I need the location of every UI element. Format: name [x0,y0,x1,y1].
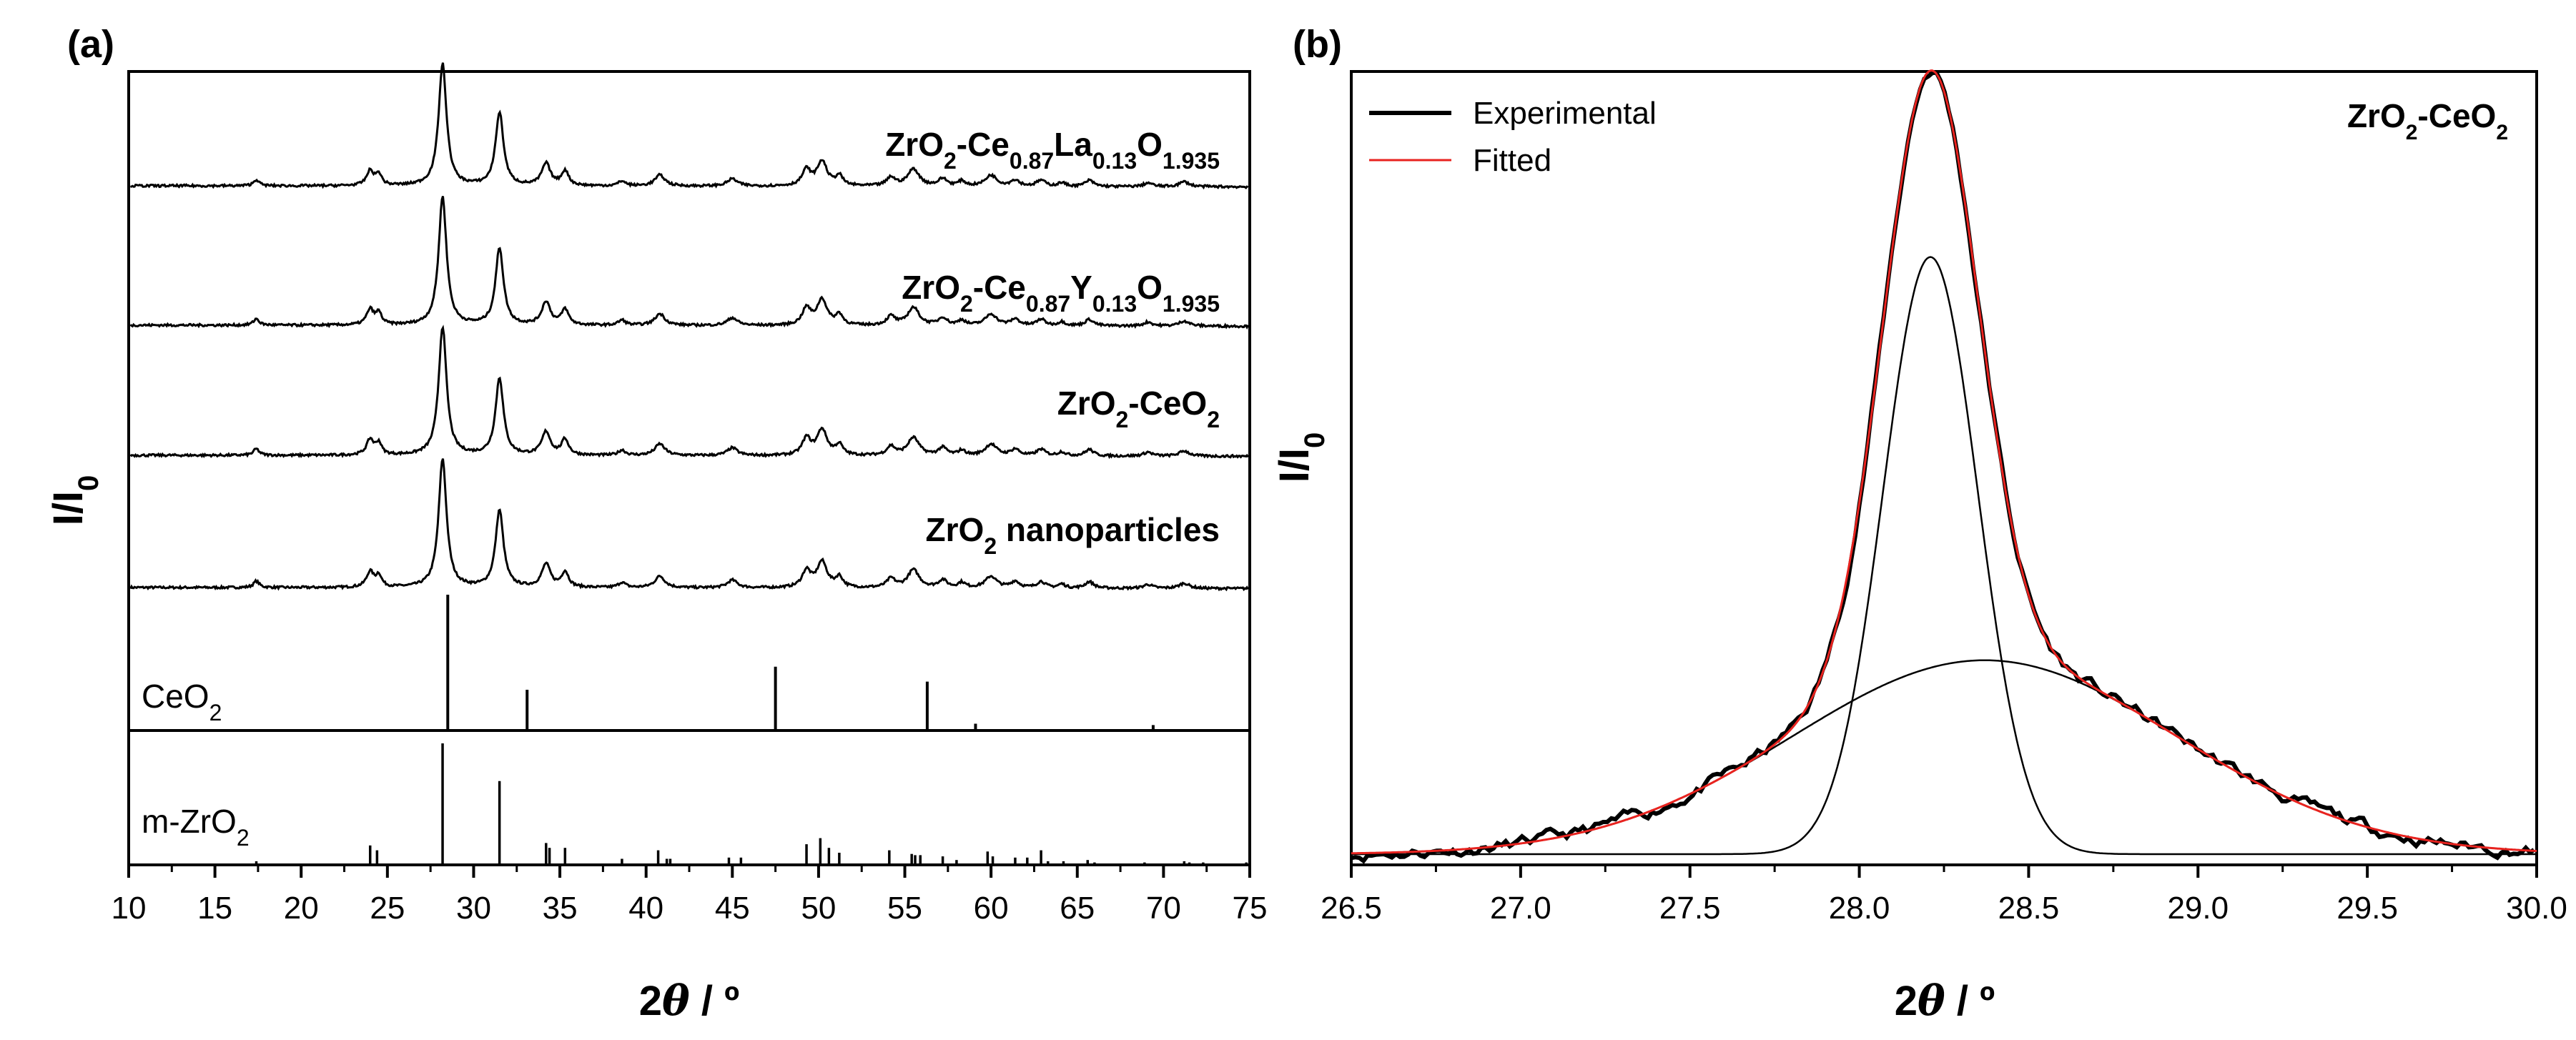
panel-a-x-tick-label: 60 [974,891,1009,926]
panel-a-x-tick-label: 70 [1146,891,1181,926]
panel-a-x-tick-label: 50 [801,891,836,926]
panel-a-label: (a) [67,23,114,66]
panel-b-x-tick-label: 26.5 [1321,891,1382,926]
panel-b-x-tick-label: 30.0 [2506,891,2567,926]
panel-a-x-tick-label: 25 [370,891,405,926]
panel-a-x-tick-label: 10 [112,891,147,926]
panel-b-y-axis-title: I/I0 [1271,432,1331,483]
panel-b-component-curve [1351,256,2537,856]
panel-a-x-tick-label: 75 [1233,891,1268,926]
panel-a-curve-labels: ZrO2 nanoparticles ZrO2-CeO2 ZrO2-Ce0.87Y0… [885,126,1220,559]
panel-b-x-axis-title: 2θ / º [1895,976,1995,1025]
panel-b-chart: 26.5 27.0 27.5 28.0 28.5 29.0 29.5 30.0 Experim… [1271,69,2567,1025]
panel-a-mzro2-reference-label: m-ZrO2 [142,803,250,851]
panel-b-sample-annotation: ZrO2-CeO2 [2347,97,2508,144]
panel-a-x-axis-title: 2θ / º [639,976,739,1025]
panel-a-x-tick-label: 55 [887,891,922,926]
panel-a-series-line [130,62,1249,190]
panel-a-series-label: ZrO2 nanoparticles [926,511,1220,559]
panel-a-series-label: ZrO2-Ce0.87La0.13O1.935 [885,126,1220,174]
panel-b-x-ticks: 26.5 27.0 27.5 28.0 28.5 29.0 29.5 30.0 [1321,865,2567,926]
panel-b-x-tick-label: 28.0 [1829,891,1890,926]
panel-b-experimental-curve [1351,70,2535,864]
panel-b-x-tick-label: 29.0 [2167,891,2229,926]
panel-a-x-ticks: 10 15 20 25 30 35 40 45 50 55 60 65 70 75 [112,865,1268,926]
panel-b-legend-label: Experimental [1473,96,1657,131]
panel-b-x-tick-label: 27.5 [1659,891,1721,926]
panel-b-label: (b) [1293,23,1342,66]
panel-a-curves [129,62,1249,592]
panel-b-x-tick-label: 28.5 [1998,891,2060,926]
panel-a-x-tick-label: 65 [1060,891,1095,926]
panel-a-series-line [129,196,1249,330]
panel-a-series-label: ZrO2-CeO2 [1057,385,1220,432]
panel-b-frame [1350,70,2538,866]
panel-b-legend-label: Fitted [1473,143,1551,178]
panel-a-series-line [129,458,1249,592]
panel-b-curves [1351,69,2537,864]
panel-a-x-tick-label: 40 [628,891,663,926]
panel-b-x-tick-label: 27.0 [1490,891,1551,926]
panel-a-chart: 10 15 20 25 30 35 40 45 50 55 60 65 70 75 CeO2m-ZrO2 … [45,62,1268,1025]
panel-a-x-tick-label: 15 [197,891,232,926]
panel-a-series-label: ZrO2-Ce0.87Y0.13O1.935 [902,269,1220,317]
panel-a-ceo2-reference-label: CeO2 [142,678,222,725]
panel-a-y-axis-title: I/I0 [45,475,104,526]
panel-a-frame [127,70,1251,866]
panel-a-x-tick-label: 20 [284,891,319,926]
panel-b-x-tick-label: 29.5 [2336,891,2398,926]
panel-a-reference-patterns: CeO2 m-ZrO2 [142,595,1248,865]
panel-a-series-line [129,325,1249,460]
panel-b-fitted-curve [1351,69,2537,855]
panel-b-legend: Experimental Fitted [1369,96,1657,178]
panel-a-x-tick-label: 30 [456,891,491,926]
panel-a-x-tick-label: 45 [715,891,750,926]
panel-a-x-tick-label: 35 [543,891,578,926]
